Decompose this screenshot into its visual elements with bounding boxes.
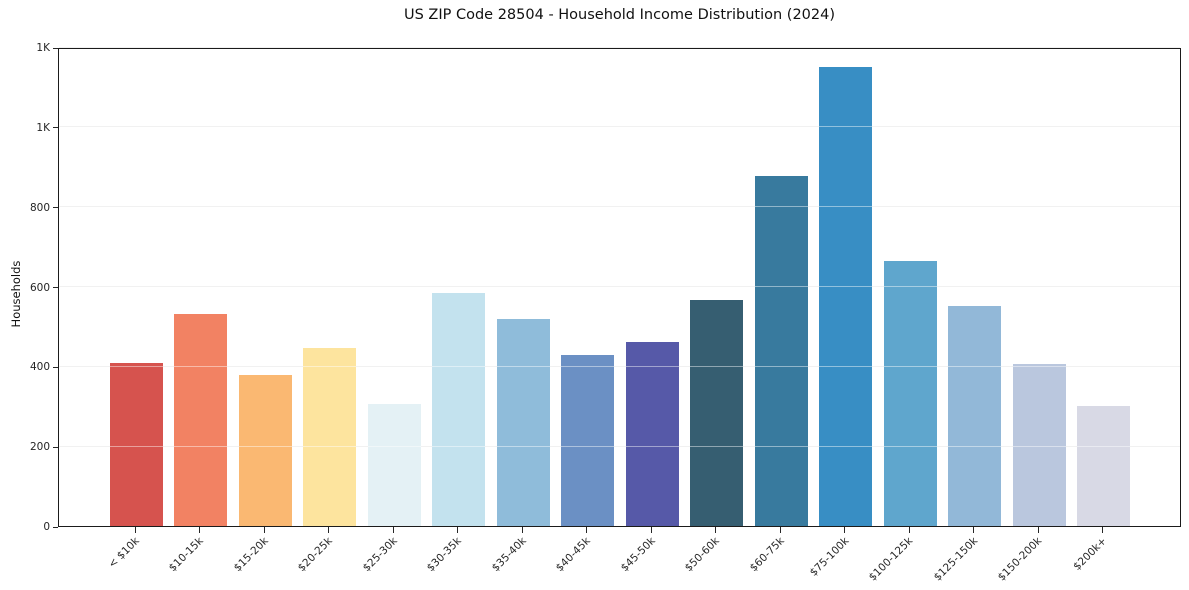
x-tick-mark	[973, 527, 974, 533]
y-tick-mark	[53, 366, 58, 368]
gridline	[59, 365, 1180, 367]
gridline-overlay	[59, 126, 1180, 128]
bar-$20-25k	[303, 347, 356, 526]
gridline-overlay	[59, 286, 1180, 287]
x-tick-label-text: $20-25k	[295, 535, 335, 575]
bar-$15-20k	[238, 374, 292, 526]
bar-$100-125k	[883, 260, 937, 526]
y-tick-mark	[53, 207, 58, 209]
x-tick-label-text: $60-75k	[747, 535, 787, 575]
gridline	[59, 445, 1180, 447]
gridline	[59, 286, 1180, 287]
gridline-overlay	[59, 206, 1180, 208]
y-tick-mark	[53, 47, 58, 49]
y-tick-label: 200	[29, 441, 50, 454]
x-tick-mark	[1102, 527, 1103, 533]
x-tick-mark	[328, 527, 329, 533]
x-tick-mark	[457, 527, 458, 533]
x-tick-label-text: $30-35k	[424, 535, 464, 575]
x-tick-mark	[779, 527, 781, 533]
bar-$75-100k	[819, 66, 872, 526]
bar-$200k+	[1077, 406, 1130, 526]
x-tick-mark	[844, 527, 845, 533]
bar-$125-150k	[948, 306, 1001, 526]
x-tick-mark	[1037, 527, 1039, 533]
x-tick-mark	[263, 527, 265, 533]
bar-$50-60k	[690, 300, 743, 526]
bar-$25-30k	[367, 404, 421, 526]
y-tick-mark	[53, 287, 58, 288]
y-tick-mark	[53, 446, 58, 448]
x-tick-mark	[199, 527, 200, 533]
x-tick-label-text: $50-60k	[682, 535, 722, 575]
y-tick-mark	[53, 127, 58, 129]
x-tick-label-text: $35-40k	[489, 535, 529, 575]
x-tick-mark	[521, 527, 523, 533]
x-tick-mark	[586, 527, 587, 533]
plot-area	[58, 46, 1181, 527]
x-tick-mark	[134, 527, 136, 533]
x-tick-label-text: $25-30k	[360, 535, 400, 575]
gridline-overlay	[59, 365, 1180, 367]
x-tick-label-text: $200k+	[1071, 535, 1109, 573]
bar-$35-40k	[496, 318, 550, 526]
y-tick-mark	[53, 526, 58, 528]
bar-< $10k	[109, 363, 163, 526]
x-tick-label-text: $15-20k	[231, 535, 271, 575]
gridline	[59, 46, 1180, 48]
y-tick-label: 600	[29, 281, 50, 294]
x-tick-label-text: < $10k	[105, 535, 142, 571]
x-tick-mark	[908, 527, 910, 533]
gridline	[59, 126, 1180, 128]
x-tick-mark	[392, 527, 394, 533]
x-tick-mark	[715, 527, 716, 533]
gridline-overlay	[59, 445, 1180, 447]
bar-$40-45k	[561, 354, 614, 526]
y-tick-label: 1K	[36, 42, 50, 54]
x-tick-label-text: $10-15k	[166, 535, 206, 575]
x-tick-label-text: $125-150k	[931, 535, 980, 584]
x-tick-label-text: $45-50k	[618, 535, 658, 575]
x-tick-label-text: $100-125k	[866, 535, 916, 584]
bar-$10-15k	[174, 314, 227, 526]
y-tick-label: 1K	[36, 121, 50, 134]
bar-$60-75k	[754, 175, 808, 526]
x-tick-label-text: $150-200k	[995, 535, 1045, 584]
x-tick-label-text: $75-100k	[807, 535, 851, 579]
bar-$150-200k	[1012, 364, 1066, 526]
bar-$45-50k	[625, 341, 679, 526]
y-tick-label: 800	[29, 201, 50, 214]
chart-title: US ZIP Code 28504 - Household Income Dis…	[403, 7, 836, 23]
y-tick-label: 400	[29, 361, 50, 374]
gridline-overlay	[59, 46, 1180, 48]
y-tick-label: 0	[43, 521, 50, 533]
x-tick-label-text: $40-45k	[553, 535, 593, 575]
x-tick-mark	[650, 527, 652, 533]
gridline	[59, 206, 1180, 208]
bar-$30-35k	[432, 292, 485, 526]
